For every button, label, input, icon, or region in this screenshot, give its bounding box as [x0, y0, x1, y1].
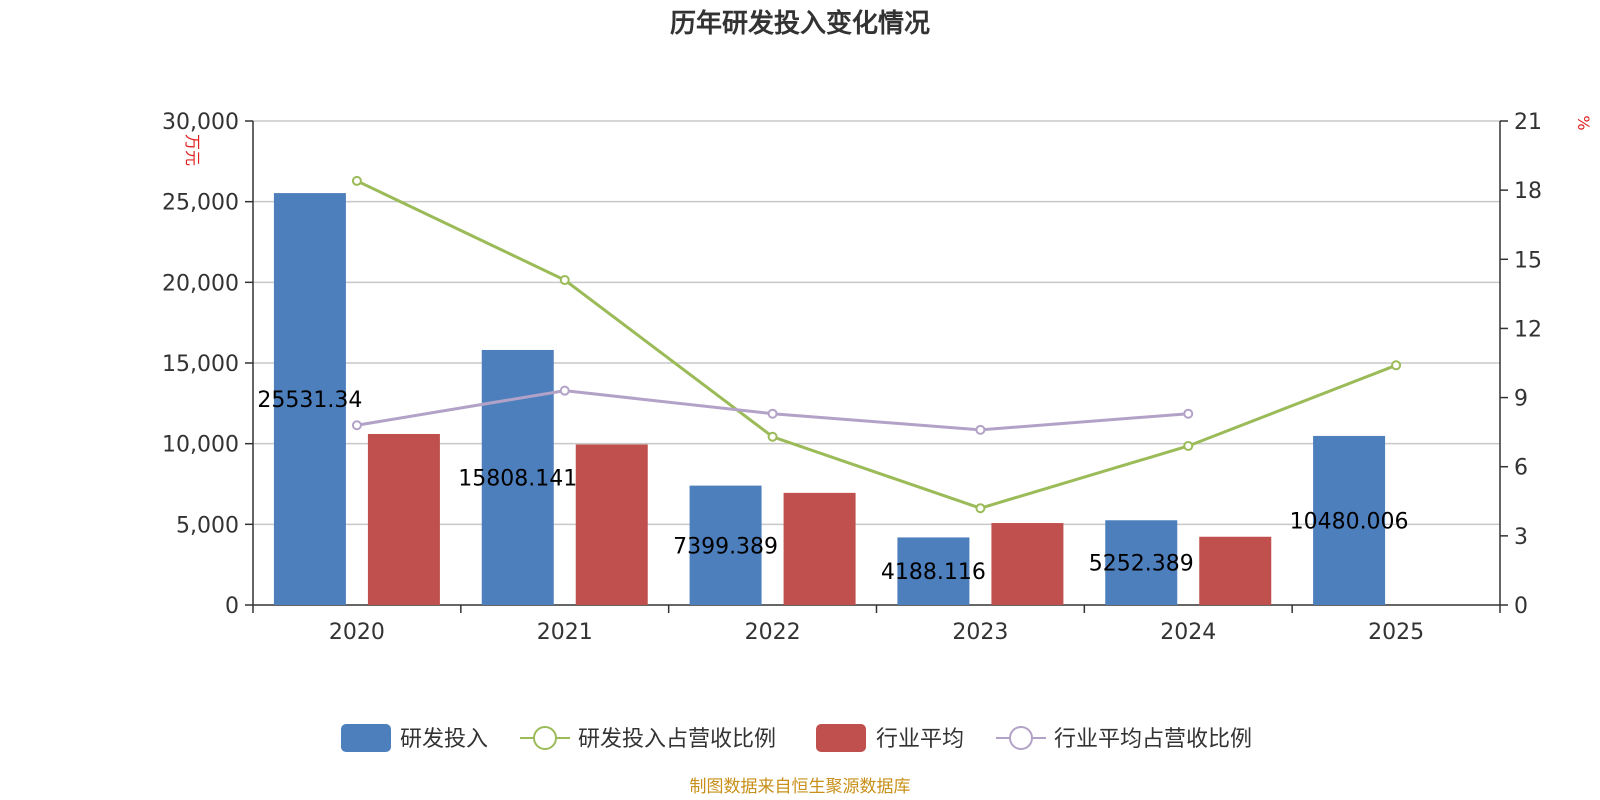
x-tick-label: 2020	[329, 620, 385, 645]
point-rd-ratio-5	[1391, 360, 1402, 371]
right-tick-label: 3	[1514, 525, 1528, 550]
bar-rd-2021	[481, 349, 554, 605]
data-label-rd-2021: 15808.141	[458, 466, 577, 491]
right-tick-label: 21	[1514, 110, 1542, 135]
legend-swatch	[341, 724, 391, 752]
lines	[351, 175, 1402, 514]
left-tick-label: 0	[225, 594, 239, 619]
left-tick-label: 15,000	[162, 352, 239, 377]
legend-item-2[interactable]: 行业平均	[816, 724, 964, 752]
data-label-rd-2025: 10480.006	[1290, 509, 1409, 534]
legend-marker	[1009, 726, 1033, 750]
legend-label: 研发投入占营收比例	[578, 727, 776, 752]
right-tick-label: 12	[1514, 317, 1542, 342]
legend-swatch	[816, 724, 866, 752]
legend[interactable]: 研发投入 研发投入占营收比例 行业平均 行业平均占营收比例	[341, 724, 1252, 752]
legend-item-0[interactable]: 研发投入	[341, 724, 488, 752]
left-axis-unit: 万元	[183, 134, 202, 166]
bar-industry-avg-2024	[1199, 536, 1272, 605]
bar-rd-2025	[1313, 435, 1386, 605]
point-industry-ratio-3	[975, 424, 986, 435]
chart-title: 历年研发投入变化情况	[670, 8, 930, 39]
x-tick-label: 2023	[952, 620, 1008, 645]
right-tick-label: 9	[1514, 387, 1528, 412]
data-label-rd-2023: 4188.116	[881, 560, 986, 585]
left-tick-label: 25,000	[162, 191, 239, 216]
legend-label: 研发投入	[400, 727, 488, 752]
source-footer: 制图数据来自恒生聚源数据库	[690, 777, 911, 797]
bars	[273, 193, 1386, 606]
point-industry-ratio-2	[767, 408, 778, 419]
left-tick-label: 5,000	[176, 513, 239, 538]
point-industry-ratio-1	[559, 385, 570, 396]
data-label-rd-2022: 7399.389	[673, 534, 778, 559]
bar-rd-2022	[689, 485, 762, 605]
data-label-rd-2020: 25531.34	[257, 388, 362, 413]
point-rd-ratio-0	[351, 175, 362, 186]
grid-lines	[253, 120, 1500, 526]
right-tick-label: 15	[1514, 248, 1542, 273]
right-axis-unit: %	[1574, 115, 1593, 130]
x-tick-label: 2024	[1160, 620, 1216, 645]
point-rd-ratio-4	[1183, 440, 1194, 451]
line-rd-ratio	[356, 179, 1397, 510]
point-rd-ratio-3	[975, 503, 986, 514]
legend-label: 行业平均占营收比例	[1054, 727, 1252, 752]
left-tick-label: 10,000	[162, 433, 239, 458]
bar-industry-avg-2021	[575, 444, 648, 605]
x-tick-label: 2021	[537, 620, 593, 645]
left-tick-label: 20,000	[162, 271, 239, 296]
bar-rd-2020	[273, 193, 346, 606]
legend-label: 行业平均	[876, 727, 964, 752]
bar-rd-2024	[1105, 520, 1178, 605]
legend-item-1[interactable]: 研发投入占营收比例	[520, 726, 776, 752]
point-rd-ratio-1	[559, 275, 570, 286]
point-rd-ratio-2	[767, 431, 778, 442]
point-industry-ratio-4	[1183, 408, 1194, 419]
legend-marker	[533, 726, 557, 750]
bar-industry-avg-2022	[783, 492, 856, 605]
x-tick-label: 2022	[745, 620, 801, 645]
right-tick-label: 0	[1514, 594, 1528, 619]
point-industry-ratio-0	[351, 420, 362, 431]
right-tick-label: 18	[1514, 179, 1542, 204]
bar-rd-2023	[897, 537, 970, 605]
bar-industry-avg-2023	[991, 523, 1064, 605]
x-tick-label: 2025	[1368, 620, 1424, 645]
legend-item-3[interactable]: 行业平均占营收比例	[996, 726, 1252, 752]
data-labels: 25531.34 15808.141 7399.389 4188.116 5252.38…	[257, 388, 1408, 585]
bar-industry-avg-2020	[367, 433, 440, 605]
left-tick-label: 30,000	[162, 110, 239, 135]
axes: 0 5,000 10,000 15,000 20,000 25,000 30,000 0 3 6 9…	[162, 110, 1593, 645]
right-tick-label: 6	[1514, 456, 1528, 481]
data-label-rd-2024: 5252.389	[1089, 552, 1194, 577]
